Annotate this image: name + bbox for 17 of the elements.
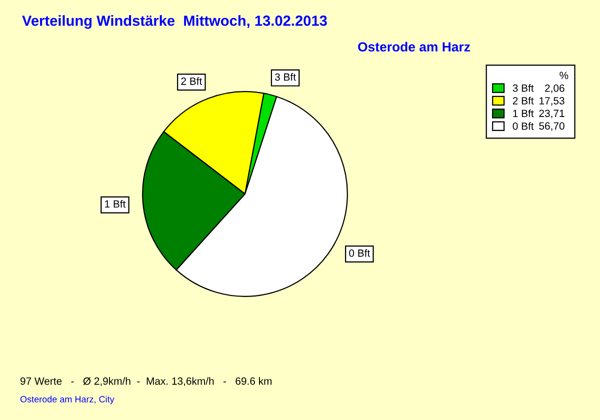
slice-label: 3 Bft	[274, 73, 296, 81]
text: 97 Werte - Ø 2,9km/h - Max. 13,6km/h - 69.6 km	[20, 377, 272, 386]
chart-title: Verteilung Windstärke Mittwoch, 13.02.2013	[22, 15, 327, 29]
data-label: 56,70	[539, 122, 564, 131]
legend-label: 0 Bft	[512, 122, 534, 130]
data-label: 23,71	[539, 110, 564, 118]
data-label: 2,06	[545, 84, 564, 94]
data-label: 17,53	[540, 97, 564, 106]
text: Osterode am Harz, City	[20, 396, 114, 404]
legend-label: 3 Bft	[512, 84, 534, 92]
legend-title: %	[560, 72, 568, 80]
chart-subtitle: Osterode am Harz	[358, 42, 470, 52]
slice-label: 0 Bft	[349, 249, 370, 257]
slice-label: 2 Bft	[181, 77, 202, 85]
slice-label: 1 Bft	[105, 200, 126, 208]
legend-label: 2 Bft	[512, 96, 534, 104]
legend-label: 1 Bft	[513, 110, 534, 118]
